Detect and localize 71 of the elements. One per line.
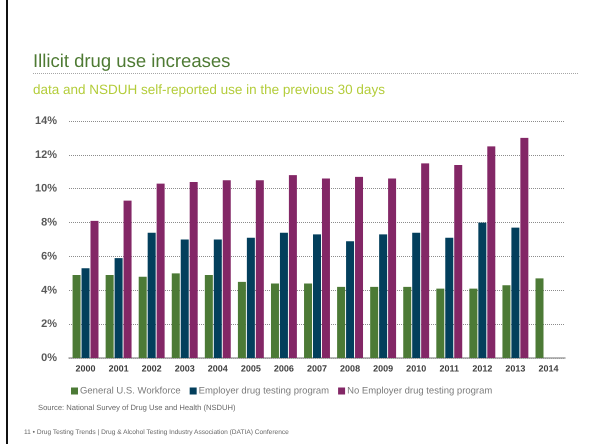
bar [346, 241, 354, 358]
y-tick-label: 0% [41, 352, 58, 364]
x-tick-label: 2013 [505, 364, 526, 374]
bar [190, 182, 198, 358]
bar [536, 278, 544, 358]
y-tick-label: 2% [41, 318, 58, 330]
bar [82, 268, 90, 358]
y-tick-label: 14% [34, 115, 58, 127]
x-tick-label: 2005 [240, 364, 261, 374]
bar [502, 285, 510, 358]
bar [214, 240, 222, 358]
bar [478, 222, 486, 358]
y-tick-label: 8% [41, 216, 58, 229]
bar [288, 175, 297, 358]
bar [388, 178, 396, 358]
chart-subtitle: data and NSDUH self-reported use in the previous 30 days [33, 82, 385, 97]
bar [222, 180, 231, 358]
bar [156, 184, 165, 358]
bar [180, 240, 189, 358]
bar [355, 176, 364, 358]
bar [114, 258, 123, 358]
legend-label: No Employer drug testing program [347, 386, 492, 396]
bar [238, 282, 246, 358]
bar [454, 165, 462, 358]
bar [204, 275, 213, 358]
bar [436, 288, 444, 358]
bar [520, 138, 528, 358]
y-tick-label: 12% [34, 148, 58, 161]
x-tick-label: 2011 [440, 364, 460, 374]
bar [322, 178, 330, 358]
legend-label: Employer drug testing program [198, 386, 330, 396]
x-tick-label: 2009 [373, 364, 394, 374]
bar [487, 146, 496, 358]
bar [106, 275, 114, 358]
bar [270, 284, 279, 358]
x-tick-label: 2003 [174, 364, 195, 374]
x-tick-label: 2008 [340, 364, 360, 374]
bar [403, 286, 412, 358]
bar [511, 228, 520, 358]
bar [337, 286, 346, 358]
bar [72, 275, 81, 358]
y-tick-label: 10% [34, 182, 58, 195]
bar [148, 232, 156, 358]
bar [412, 232, 420, 358]
x-tick-label: 2014 [538, 364, 558, 374]
x-tick-label: 2010 [406, 364, 426, 374]
bar [256, 180, 264, 358]
x-tick-label: 2002 [142, 364, 162, 374]
x-tick-label: 2001 [108, 364, 129, 374]
x-tick-label: 2006 [274, 364, 294, 374]
y-tick-label: 4% [41, 284, 58, 296]
bar [90, 220, 98, 358]
bar [421, 163, 430, 358]
bar [379, 234, 388, 358]
bar [138, 276, 147, 358]
legend-label: General U.S. Workforce [80, 386, 181, 396]
bar [445, 238, 454, 358]
x-tick-label: 2012 [472, 364, 492, 374]
bar [304, 284, 312, 358]
bar [280, 232, 288, 358]
x-tick-label: 2004 [208, 364, 228, 374]
bar [124, 200, 132, 358]
y-tick-label: 6% [41, 250, 58, 262]
bar [469, 288, 478, 358]
bar [370, 286, 378, 358]
bar [313, 234, 321, 358]
x-tick-label: 2007 [306, 364, 328, 374]
x-tick-label: 2000 [76, 364, 96, 374]
chart-title: Illicit drug use increases [33, 50, 230, 72]
bar [172, 273, 180, 358]
bar [246, 238, 255, 358]
